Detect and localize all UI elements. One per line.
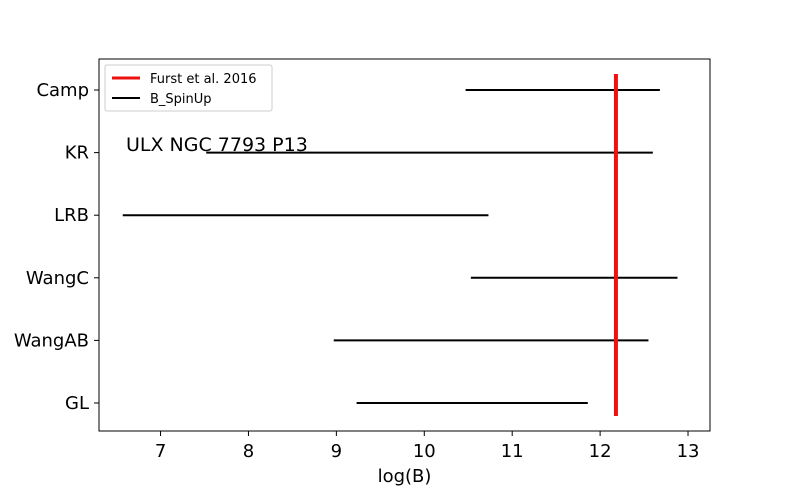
x-axis: 7 8 9 10 11 12 13 [155,431,700,462]
legend-label-bspinup: B_SpinUp [150,92,212,107]
y-tick-label-kr: KR [65,143,89,164]
interval-series [122,89,678,404]
annotation-label: ULX NGC 7793 P13 [126,134,308,156]
y-tick-label-wangab: WangAB [14,330,89,351]
x-tick-label-10: 10 [413,441,436,462]
x-tick-label-8: 8 [243,441,254,462]
x-tick-label-9: 9 [331,441,342,462]
legend: Furst et al. 2016 B_SpinUp [104,64,273,112]
y-tick-label-lrb: LRB [54,205,89,226]
y-tick-label-wangc: WangC [26,268,89,289]
y-axis: Camp KR LRB WangC WangAB GL [14,80,99,414]
x-tick-label-13: 13 [677,441,700,462]
plot-area [98,58,711,432]
x-tick-label-11: 11 [501,441,524,462]
x-tick-label-7: 7 [155,441,166,462]
x-axis-label: log(B) [378,466,432,487]
y-tick-label-gl: GL [65,393,89,414]
x-tick-label-12: 12 [589,441,612,462]
legend-box [104,64,273,112]
y-tick-label-camp: Camp [36,80,89,101]
plot-frame [98,58,711,432]
legend-label-reference: Furst et al. 2016 [150,72,257,87]
